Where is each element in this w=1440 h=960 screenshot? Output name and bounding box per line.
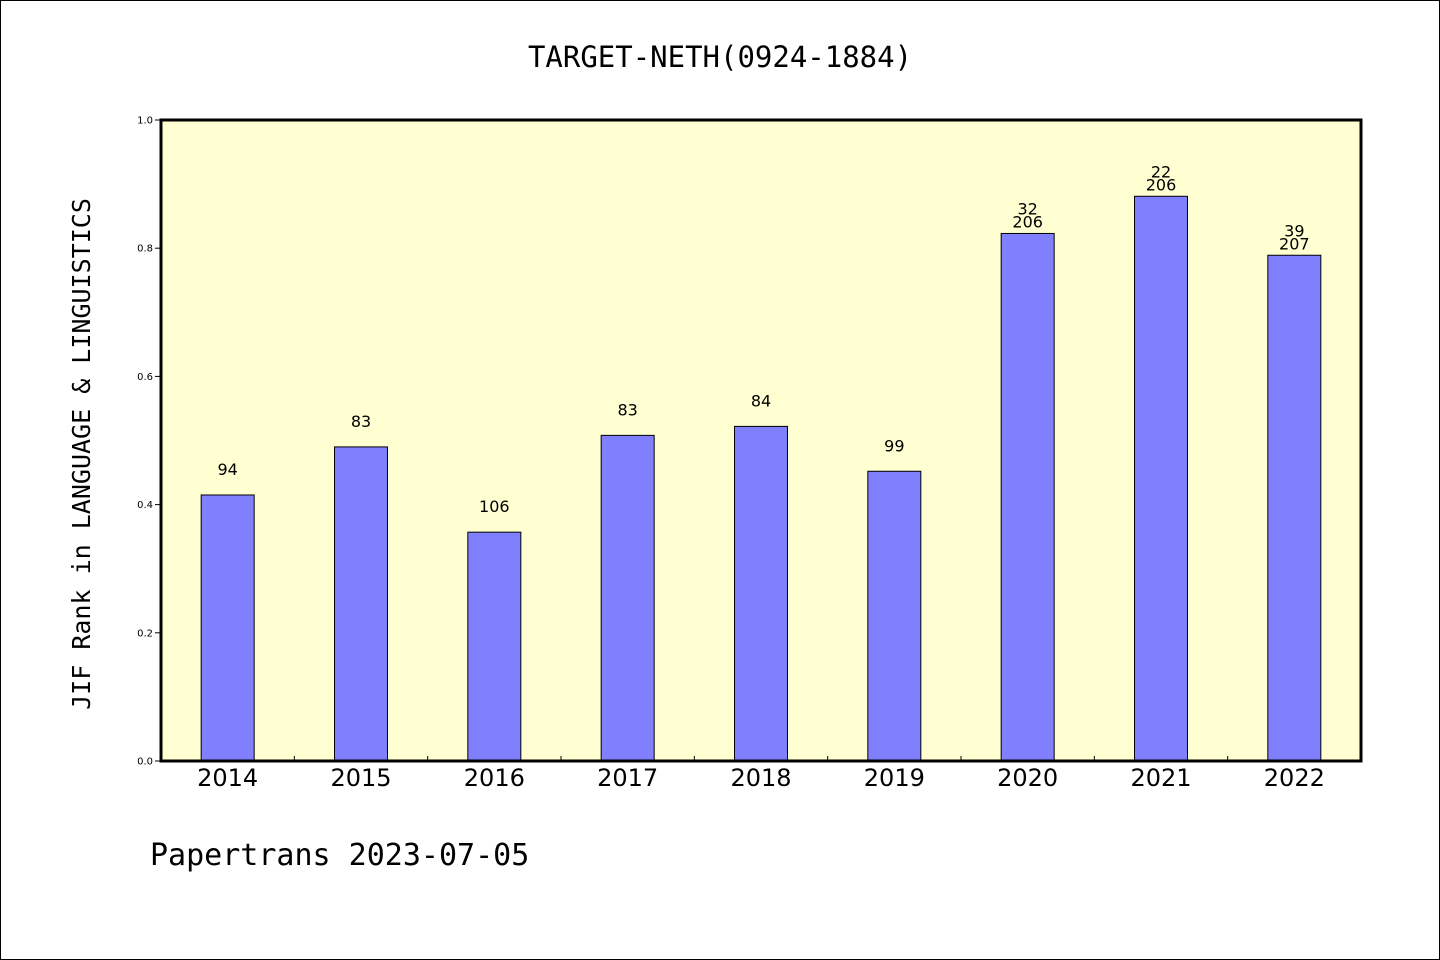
y-tick-label: 1.0	[137, 116, 153, 127]
plot-frame	[159, 118, 1363, 763]
footer-text: Papertrans 2023-07-05	[150, 838, 529, 873]
y-tick-label: 0.0	[137, 757, 153, 768]
data-label-rank: 94	[217, 460, 237, 479]
bars	[200, 195, 1322, 762]
x-tick-label: 2020	[997, 764, 1058, 792]
y-tick-label: 0.6	[137, 372, 153, 383]
x-tick-label: 2017	[597, 764, 658, 792]
data-label-rank: 106	[479, 497, 510, 516]
data-label-total: 206	[1146, 175, 1177, 194]
bar-2018	[734, 425, 788, 762]
data-label-total: 207	[1279, 234, 1310, 253]
x-tick-label: 2015	[330, 764, 391, 792]
bar-2019	[867, 470, 922, 762]
bar-2015	[334, 446, 388, 762]
x-tick-label: 2022	[1264, 764, 1325, 792]
bar-2021	[1134, 195, 1188, 762]
data-label-rank: 83	[351, 412, 371, 431]
data-label-rank: 84	[751, 391, 771, 410]
x-tick-label: 2014	[197, 764, 258, 792]
x-tick-label: 2018	[730, 764, 791, 792]
chart-title: TARGET-NETH(0924-1884)	[528, 40, 912, 74]
data-label-rank: 22	[1151, 162, 1171, 181]
x-tick-label: 2016	[464, 764, 525, 792]
data-label-total: 206	[1012, 212, 1043, 231]
bar-2014	[200, 494, 255, 762]
y-tick-label: 0.8	[137, 244, 153, 255]
data-label-rank: 32	[1017, 199, 1037, 218]
y-tick-label: 0.2	[137, 628, 153, 639]
bar-2020	[1000, 232, 1055, 762]
y-axis-label: JIF Rank in LANGUAGE & LINGUISTICS	[67, 198, 96, 710]
x-tick-label: 2019	[864, 764, 925, 792]
data-label-rank: 83	[617, 400, 637, 419]
data-label-rank: 39	[1284, 221, 1304, 240]
x-tick-label: 2021	[1130, 764, 1191, 792]
data-label-rank: 99	[884, 436, 904, 455]
y-tick-label: 0.4	[137, 500, 153, 511]
bar-2016	[467, 531, 522, 762]
bar-2017	[600, 434, 655, 762]
data-labels: 2014 94 2015 83 2016 106 2017 83 2018 84 2019 99 202…	[197, 162, 1325, 792]
bar-2022	[1267, 254, 1322, 762]
